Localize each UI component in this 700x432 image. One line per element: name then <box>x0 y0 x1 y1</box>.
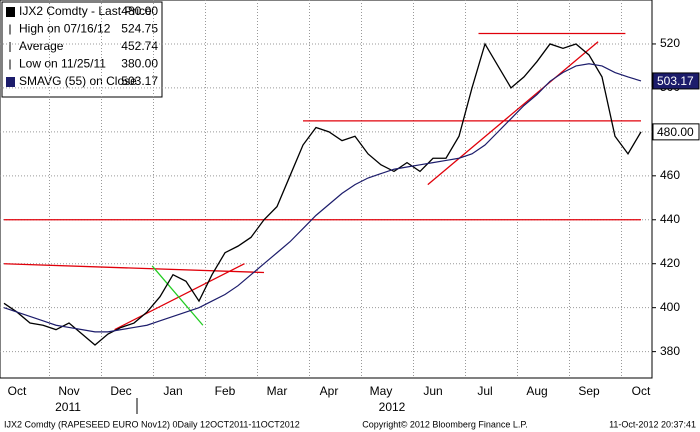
x-tick-label: Feb <box>215 384 236 398</box>
x-tick-label: Apr <box>320 384 339 398</box>
x-tick-label: Sep <box>578 384 600 398</box>
footer-text: IJX2 Comdty (RAPESEED EURO Nov12) 0Daily… <box>4 419 300 429</box>
legend-label: IJX2 Comdty - Last Price <box>19 4 152 18</box>
series-line <box>3 42 642 346</box>
last-value-tag <box>652 72 700 90</box>
legend-value: 480.00 <box>121 4 158 18</box>
series-line <box>3 63 642 333</box>
legend-label: Low on 11/25/11 <box>19 57 106 71</box>
x-tick-label: Oct <box>8 384 27 398</box>
y-tick-label: 460 <box>660 168 680 182</box>
x-tick-label: Jun <box>423 384 442 398</box>
x-tick-label: Aug <box>526 384 547 398</box>
y-tick-label: 440 <box>660 212 680 226</box>
last-value-label: 480.00 <box>657 125 694 139</box>
x-tick-label: Oct <box>632 384 651 398</box>
trend-line <box>114 263 245 331</box>
trend-line <box>427 41 599 186</box>
x-tick-label: Nov <box>58 384 79 398</box>
x-tick-label: Mar <box>267 384 288 398</box>
legend-label: SMAVG (55) on Close <box>19 74 137 88</box>
last-value-tag <box>652 123 700 141</box>
trend-line <box>3 263 265 274</box>
x-tick-label: Dec <box>110 384 131 398</box>
y-tick-label: 400 <box>660 300 680 314</box>
x-group-label: 2011 <box>55 400 81 414</box>
x-tick-label: May <box>370 384 393 398</box>
y-tick-label: 520 <box>660 36 680 50</box>
legend-label: High on 07/16/12 <box>19 22 111 36</box>
legend-value: 452.74 <box>121 39 158 53</box>
legend-icon <box>6 7 15 17</box>
x-tick-label: Jan <box>163 384 182 398</box>
legend-box <box>1 1 163 98</box>
last-value-label: 503.17 <box>657 74 694 88</box>
x-group-label: 2012 <box>379 400 406 414</box>
legend-value: 503.17 <box>121 74 158 88</box>
footer-text: Copyright© 2012 Bloomberg Finance L.P. <box>362 419 528 429</box>
trend-line <box>151 265 204 326</box>
footer-text: 11-Oct-2012 20:37:41 <box>609 419 696 429</box>
legend-value: 380.00 <box>121 57 158 71</box>
legend-icon <box>6 77 15 87</box>
y-tick-label: 380 <box>660 344 680 358</box>
legend-value: 524.75 <box>121 22 158 36</box>
x-tick-label: Jul <box>477 384 492 398</box>
legend-label: Average <box>19 39 64 53</box>
y-tick-label: 420 <box>660 256 680 270</box>
